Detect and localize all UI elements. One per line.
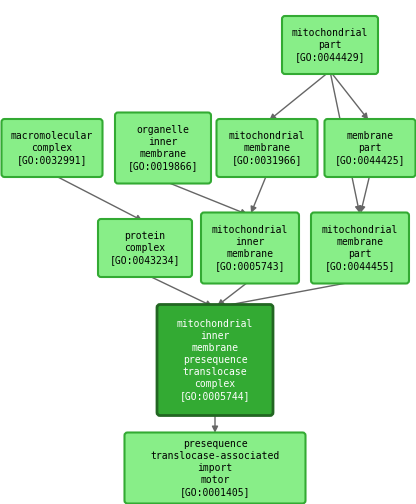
Text: mitochondrial
membrane
part
[GO:0044455]: mitochondrial membrane part [GO:0044455]	[322, 225, 398, 271]
FancyBboxPatch shape	[124, 432, 305, 503]
FancyBboxPatch shape	[311, 213, 409, 283]
FancyBboxPatch shape	[157, 304, 273, 415]
FancyBboxPatch shape	[324, 119, 416, 177]
FancyBboxPatch shape	[98, 219, 192, 277]
FancyBboxPatch shape	[282, 16, 378, 74]
FancyBboxPatch shape	[201, 213, 299, 283]
Text: presequence
translocase-associated
import
motor
[GO:0001405]: presequence translocase-associated impor…	[150, 439, 280, 497]
Text: macromolecular
complex
[GO:0032991]: macromolecular complex [GO:0032991]	[11, 131, 93, 165]
Text: organelle
inner
membrane
[GO:0019866]: organelle inner membrane [GO:0019866]	[128, 125, 198, 171]
Text: mitochondrial
membrane
[GO:0031966]: mitochondrial membrane [GO:0031966]	[229, 131, 305, 165]
Text: mitochondrial
inner
membrane
presequence
translocase
complex
[GO:0005744]: mitochondrial inner membrane presequence…	[177, 319, 253, 401]
Text: membrane
part
[GO:0044425]: membrane part [GO:0044425]	[335, 131, 405, 165]
Text: mitochondrial
inner
membrane
[GO:0005743]: mitochondrial inner membrane [GO:0005743…	[212, 225, 288, 271]
FancyBboxPatch shape	[115, 112, 211, 183]
Text: protein
complex
[GO:0043234]: protein complex [GO:0043234]	[110, 231, 180, 265]
FancyBboxPatch shape	[2, 119, 102, 177]
Text: mitochondrial
part
[GO:0044429]: mitochondrial part [GO:0044429]	[292, 28, 368, 62]
FancyBboxPatch shape	[216, 119, 317, 177]
